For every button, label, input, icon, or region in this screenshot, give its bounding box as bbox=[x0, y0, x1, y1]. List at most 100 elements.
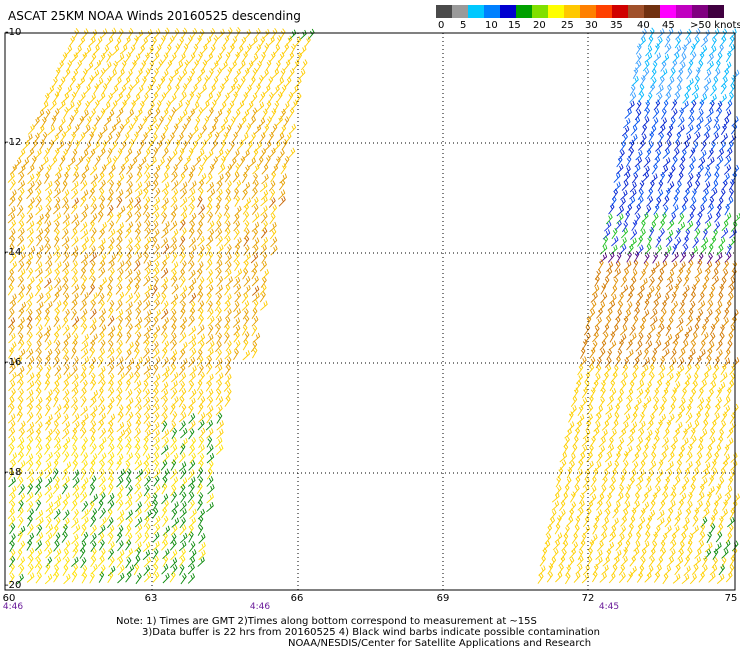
wind-barb bbox=[206, 493, 214, 504]
wind-barb bbox=[600, 283, 607, 295]
wind-barb bbox=[662, 99, 669, 111]
wind-barb bbox=[198, 244, 205, 256]
wind-barb bbox=[162, 52, 169, 64]
wind-barb bbox=[281, 138, 288, 151]
wind-barb bbox=[53, 420, 59, 433]
wind-barb bbox=[671, 99, 678, 111]
wind-barb bbox=[589, 347, 596, 359]
wind-barb bbox=[707, 203, 714, 215]
wind-barb bbox=[107, 204, 114, 216]
wind-barb bbox=[683, 188, 690, 199]
wind-barb bbox=[88, 245, 96, 257]
wind-barb bbox=[715, 340, 723, 351]
wind-barb bbox=[617, 388, 625, 400]
wind-barb bbox=[53, 108, 60, 120]
wind-barb bbox=[26, 188, 34, 200]
wind-barb bbox=[98, 292, 105, 304]
wind-barb bbox=[724, 61, 732, 73]
wind-barb bbox=[214, 299, 221, 312]
wind-barb bbox=[85, 156, 91, 169]
wind-barb bbox=[116, 148, 123, 160]
wind-barb bbox=[36, 404, 42, 416]
wind-barb bbox=[35, 548, 43, 560]
wind-barb bbox=[600, 380, 606, 392]
wind-barb bbox=[8, 205, 16, 217]
wind-barb bbox=[165, 155, 172, 168]
wind-barb bbox=[214, 260, 223, 271]
wind-barb bbox=[246, 140, 253, 152]
wind-barb bbox=[99, 277, 108, 288]
wind-barb bbox=[123, 76, 131, 87]
wind-barb bbox=[72, 171, 80, 183]
wind-barb bbox=[203, 115, 210, 127]
wind-barb bbox=[27, 515, 33, 527]
wind-barb bbox=[180, 109, 188, 120]
wind-barb bbox=[245, 84, 252, 96]
wind-barb bbox=[622, 501, 631, 512]
wind-barb bbox=[125, 525, 132, 537]
wind-barb bbox=[681, 44, 687, 56]
lat-label-10s: -10 bbox=[5, 27, 22, 38]
wind-barb bbox=[36, 356, 43, 368]
wind-barb bbox=[713, 171, 720, 183]
wind-barb bbox=[52, 483, 60, 495]
wind-barb bbox=[235, 83, 242, 96]
wind-barb bbox=[684, 422, 693, 433]
wind-barb bbox=[142, 380, 149, 392]
wind-barb bbox=[612, 364, 619, 376]
wind-barb bbox=[26, 308, 33, 321]
wind-barb bbox=[205, 277, 214, 288]
wind-barb bbox=[135, 299, 143, 311]
wind-barb bbox=[716, 156, 724, 167]
wind-barb bbox=[558, 555, 566, 567]
wind-barb bbox=[215, 284, 223, 295]
wind-barb bbox=[717, 435, 724, 447]
wind-barb bbox=[678, 300, 685, 312]
wind-barb bbox=[647, 141, 654, 153]
wind-barb bbox=[252, 228, 259, 240]
wind-barb bbox=[619, 140, 626, 152]
wind-barb bbox=[206, 444, 214, 455]
wind-barb bbox=[90, 508, 98, 520]
wind-barb bbox=[171, 164, 178, 176]
wind-barb bbox=[709, 428, 716, 440]
footnote-line-1: Note: 1) Times are GMT 2)Times along bot… bbox=[116, 616, 537, 627]
wind-barb bbox=[600, 524, 608, 536]
wind-barb bbox=[613, 268, 621, 279]
wind-barb bbox=[108, 556, 115, 568]
wind-barb bbox=[661, 387, 669, 399]
wind-barb bbox=[143, 364, 152, 375]
wind-barb bbox=[601, 564, 609, 575]
wind-barb bbox=[134, 236, 142, 248]
wind-barb bbox=[592, 331, 599, 343]
wind-barb bbox=[223, 381, 231, 392]
wind-barb bbox=[27, 173, 35, 185]
wind-barb bbox=[108, 253, 117, 264]
wind-barb bbox=[105, 36, 114, 47]
wind-barb bbox=[120, 60, 127, 72]
wind-barb bbox=[189, 452, 197, 464]
wind-barb bbox=[196, 483, 203, 495]
wind-barb bbox=[695, 452, 703, 464]
wind-barb bbox=[677, 548, 684, 560]
wind-barb bbox=[599, 485, 607, 496]
wind-barb bbox=[671, 156, 678, 168]
wind-barb bbox=[568, 411, 574, 423]
wind-barb bbox=[188, 413, 196, 424]
wind-barb bbox=[97, 284, 104, 297]
wind-barb bbox=[98, 396, 105, 408]
wind-barb bbox=[603, 276, 610, 288]
wind-barb bbox=[687, 532, 694, 545]
wind-barb bbox=[89, 397, 97, 408]
wind-barb bbox=[626, 571, 634, 583]
wind-barb bbox=[716, 107, 723, 119]
wind-barb bbox=[115, 92, 124, 103]
wind-barb bbox=[143, 68, 151, 80]
wind-barb bbox=[26, 203, 34, 215]
wind-barb bbox=[81, 109, 89, 121]
wind-barb bbox=[259, 284, 267, 295]
wind-barb bbox=[135, 308, 142, 320]
wind-barb bbox=[198, 459, 204, 472]
wind-barb bbox=[675, 276, 683, 288]
wind-barb bbox=[198, 371, 205, 383]
